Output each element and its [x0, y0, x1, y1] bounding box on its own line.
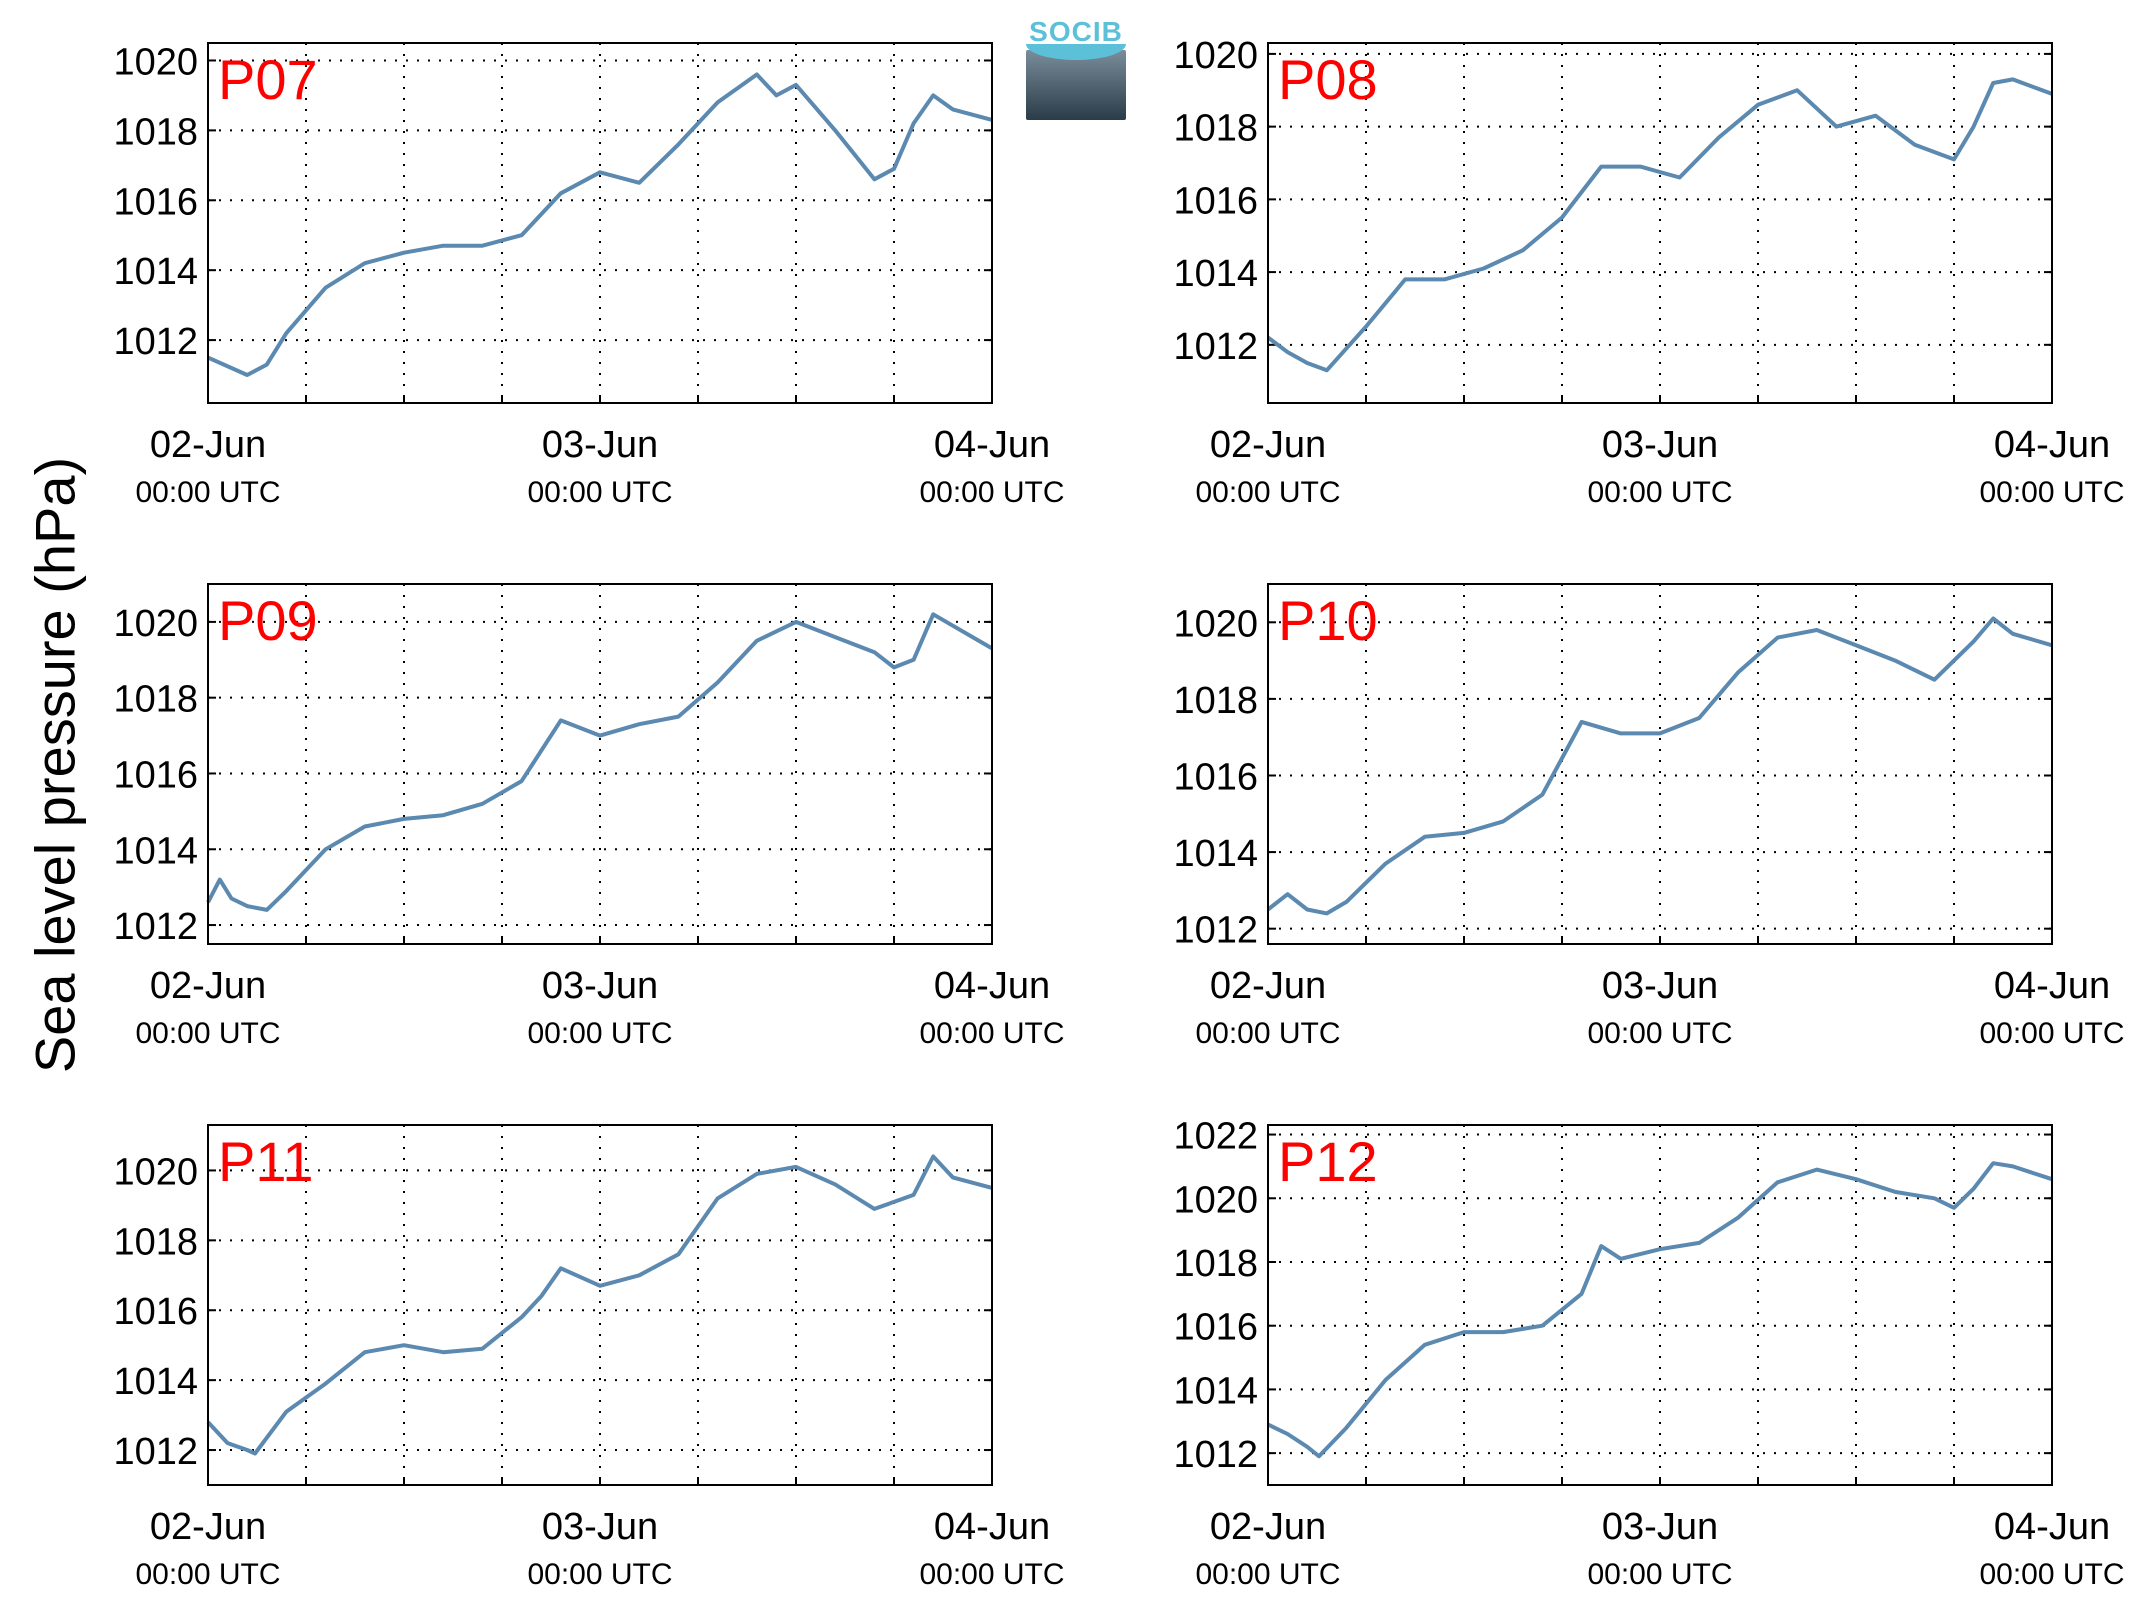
chart-p11-ytick-label: 1014 — [113, 1361, 198, 1403]
chart-p07-xtick-date: 03-Jun — [542, 424, 658, 466]
chart-p12-xtick-time: 00:00 UTC — [1195, 1558, 1340, 1591]
chart-p08-ytick-label: 1020 — [1173, 35, 1258, 77]
chart-p10-xtick-time: 00:00 UTC — [1195, 1017, 1340, 1050]
chart-p07-xtick-time: 00:00 UTC — [135, 476, 280, 509]
chart-p08-ytick-label: 1012 — [1173, 326, 1258, 368]
chart-p11-xtick-date: 03-Jun — [542, 1506, 658, 1548]
chart-p07-ytick-label: 1012 — [113, 321, 198, 363]
chart-p12-ytick-label: 1016 — [1173, 1307, 1258, 1349]
chart-p11-xtick-date: 02-Jun — [150, 1506, 266, 1548]
chart-p07-ytick-label: 1014 — [113, 251, 198, 293]
chart-p11-series-line — [206, 1154, 993, 1456]
chart-p09-plot-area — [208, 584, 992, 944]
chart-p09-xtick-date: 04-Jun — [934, 965, 1050, 1007]
chart-p12-frame — [1267, 1124, 2053, 1486]
chart-p09-ytick-label: 1014 — [113, 830, 198, 872]
chart-p11-ytick-label: 1016 — [113, 1291, 198, 1333]
chart-p09-xtick-time: 00:00 UTC — [135, 1017, 280, 1050]
chart-p11-frame — [207, 1124, 993, 1486]
chart-p12-xtick-date: 02-Jun — [1210, 1506, 1326, 1548]
chart-p10-ytick-label: 1020 — [1173, 603, 1258, 645]
chart-p08-series-line — [1266, 77, 2053, 373]
chart-p08-xtick-date: 02-Jun — [1210, 424, 1326, 466]
chart-p09-ytick-label: 1020 — [113, 603, 198, 645]
chart-p11-ytick-label: 1020 — [113, 1151, 198, 1193]
chart-p08-ytick-label: 1018 — [1173, 108, 1258, 150]
chart-p09-xtick-date: 02-Jun — [150, 965, 266, 1007]
chart-p10-frame — [1267, 583, 2053, 945]
chart-p11-plot-area — [208, 1125, 992, 1485]
chart-p10-plot-area — [1268, 584, 2052, 944]
chart-p07-ytick-label: 1020 — [113, 41, 198, 83]
chart-p09-ytick-label: 1012 — [113, 906, 198, 948]
chart-p12-xtick-time: 00:00 UTC — [1979, 1558, 2124, 1591]
chart-p08-frame — [1267, 42, 2053, 404]
chart-p10-series-line — [1266, 616, 2053, 916]
chart-p09-ytick-label: 1018 — [113, 679, 198, 721]
chart-p07-frame — [207, 42, 993, 404]
chart-p07-plot-area — [208, 43, 992, 403]
logo-text: SOCIB — [1029, 16, 1123, 47]
chart-p09-xtick-time: 00:00 UTC — [919, 1017, 1064, 1050]
chart-p10-ytick-label: 1018 — [1173, 680, 1258, 722]
chart-p08-station-label: P08 — [1278, 48, 1378, 111]
chart-p07-xtick-date: 02-Jun — [150, 424, 266, 466]
chart-p10-ytick-label: 1012 — [1173, 910, 1258, 952]
chart-p08-ytick-label: 1014 — [1173, 253, 1258, 295]
logo-wave — [1026, 44, 1126, 60]
chart-p10-xtick-date: 03-Jun — [1602, 965, 1718, 1007]
chart-p11-xtick-time: 00:00 UTC — [135, 1558, 280, 1591]
chart-p08-xtick-time: 00:00 UTC — [1587, 476, 1732, 509]
chart-p11-xtick-date: 04-Jun — [934, 1506, 1050, 1548]
chart-p09-xtick-date: 03-Jun — [542, 965, 658, 1007]
chart-p11-station-label: P11 — [218, 1130, 313, 1193]
chart-p10-ytick-label: 1014 — [1173, 833, 1258, 875]
chart-p10-ytick-label: 1016 — [1173, 756, 1258, 798]
chart-p08-xtick-date: 03-Jun — [1602, 424, 1718, 466]
chart-p07-station-label: P07 — [218, 48, 318, 111]
chart-p07-xtick-time: 00:00 UTC — [527, 476, 672, 509]
socib-logo: SOCIB — [1026, 16, 1126, 120]
chart-p09-ytick-label: 1016 — [113, 754, 198, 796]
chart-p11-ytick-label: 1012 — [113, 1431, 198, 1473]
chart-p12-ytick-label: 1022 — [1173, 1116, 1258, 1158]
chart-p07-xtick-date: 04-Jun — [934, 424, 1050, 466]
chart-p08-xtick-time: 00:00 UTC — [1195, 476, 1340, 509]
chart-p08-ytick-label: 1016 — [1173, 180, 1258, 222]
chart-p12-ytick-label: 1012 — [1173, 1434, 1258, 1476]
chart-p07-series-line — [207, 72, 993, 377]
chart-p12-plot-area — [1268, 1125, 2052, 1485]
chart-p09-xtick-time: 00:00 UTC — [527, 1017, 672, 1050]
chart-p12-xtick-date: 03-Jun — [1602, 1506, 1718, 1548]
chart-p09-station-label: P09 — [218, 589, 318, 652]
chart-p12-xtick-time: 00:00 UTC — [1587, 1558, 1732, 1591]
chart-p08-plot-area — [1268, 43, 2052, 403]
chart-p08-xtick-date: 04-Jun — [1994, 424, 2110, 466]
chart-p11-ytick-label: 1018 — [113, 1221, 198, 1263]
chart-p07-ytick-label: 1016 — [113, 181, 198, 223]
chart-p07-ytick-label: 1018 — [113, 111, 198, 153]
chart-p11-xtick-time: 00:00 UTC — [919, 1558, 1064, 1591]
chart-p10-xtick-date: 04-Jun — [1994, 965, 2110, 1007]
chart-p12-xtick-date: 04-Jun — [1994, 1506, 2110, 1548]
chart-p10-station-label: P10 — [1278, 589, 1378, 652]
chart-p09-frame — [207, 583, 993, 945]
chart-p10-xtick-time: 00:00 UTC — [1979, 1017, 2124, 1050]
chart-p12-station-label: P12 — [1278, 1130, 1378, 1193]
chart-p10-xtick-date: 02-Jun — [1210, 965, 1326, 1007]
chart-p08-xtick-time: 00:00 UTC — [1979, 476, 2124, 509]
chart-p09-series-line — [206, 612, 994, 912]
chart-p11-xtick-time: 00:00 UTC — [527, 1558, 672, 1591]
chart-p07-xtick-time: 00:00 UTC — [919, 476, 1064, 509]
logo-graphic — [1026, 50, 1126, 120]
chart-p10-xtick-time: 00:00 UTC — [1587, 1017, 1732, 1050]
chart-p12-ytick-label: 1020 — [1173, 1179, 1258, 1221]
chart-p12-ytick-label: 1014 — [1173, 1370, 1258, 1412]
chart-p12-ytick-label: 1018 — [1173, 1243, 1258, 1285]
chart-p12-series-line — [1267, 1161, 2053, 1459]
